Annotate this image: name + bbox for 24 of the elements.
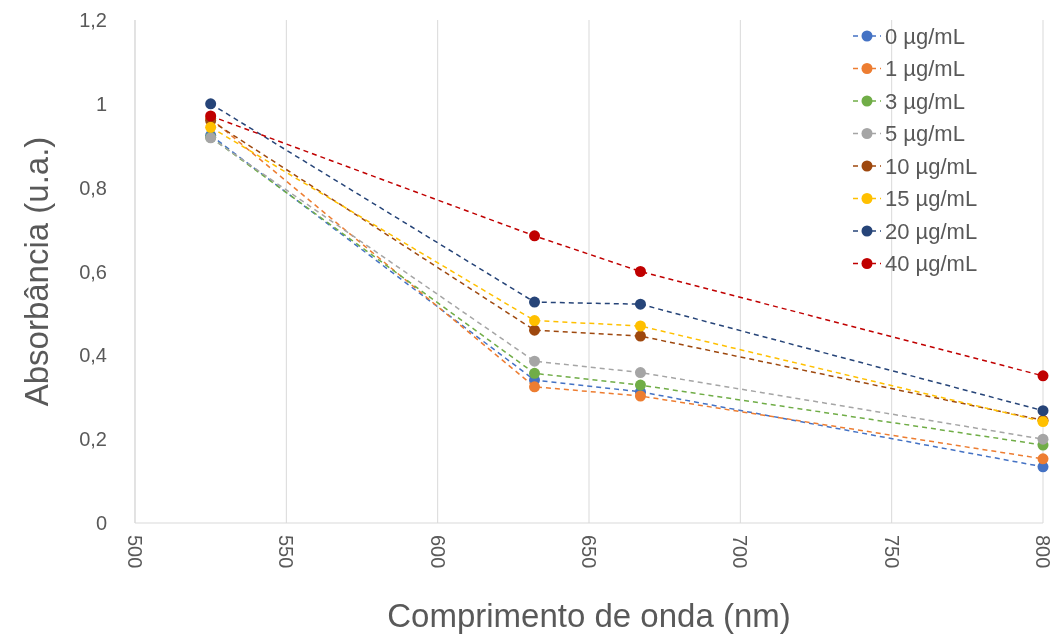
x-tick-label: 500 (124, 535, 146, 569)
legend-label: 20 µg/mL (885, 218, 978, 244)
y-tick-label: 1 (95, 92, 107, 115)
x-tick-label: 800 (1032, 535, 1054, 569)
y-tick-label: 0,2 (79, 428, 107, 451)
y-tick-label: 0,8 (79, 176, 107, 199)
x-tick-label: 550 (275, 535, 298, 569)
y-axis-title: Absorbância (u.a.) (18, 136, 55, 407)
y-tick-label: 0 (95, 512, 107, 534)
legend-label: 5 µg/mL (885, 121, 965, 147)
legend-label: 0 µg/mL (885, 23, 965, 49)
x-tick-label: 600 (426, 535, 449, 569)
x-axis-title: Comprimento de onda (nm) (387, 597, 791, 634)
y-tick-label: 0,4 (79, 344, 107, 367)
legend-label: 15 µg/mL (885, 186, 978, 212)
x-tick-label: 750 (880, 535, 903, 569)
y-tick-label: 0,6 (79, 260, 107, 283)
x-tick-label: 650 (578, 535, 600, 569)
legend-label: 40 µg/mL (885, 251, 978, 277)
legend-label: 10 µg/mL (885, 153, 978, 179)
legend-label: 3 µg/mL (885, 88, 965, 114)
y-tick-label: 1,2 (79, 9, 107, 31)
legend-label: 1 µg/mL (885, 56, 965, 82)
x-tick-label: 700 (729, 535, 752, 569)
